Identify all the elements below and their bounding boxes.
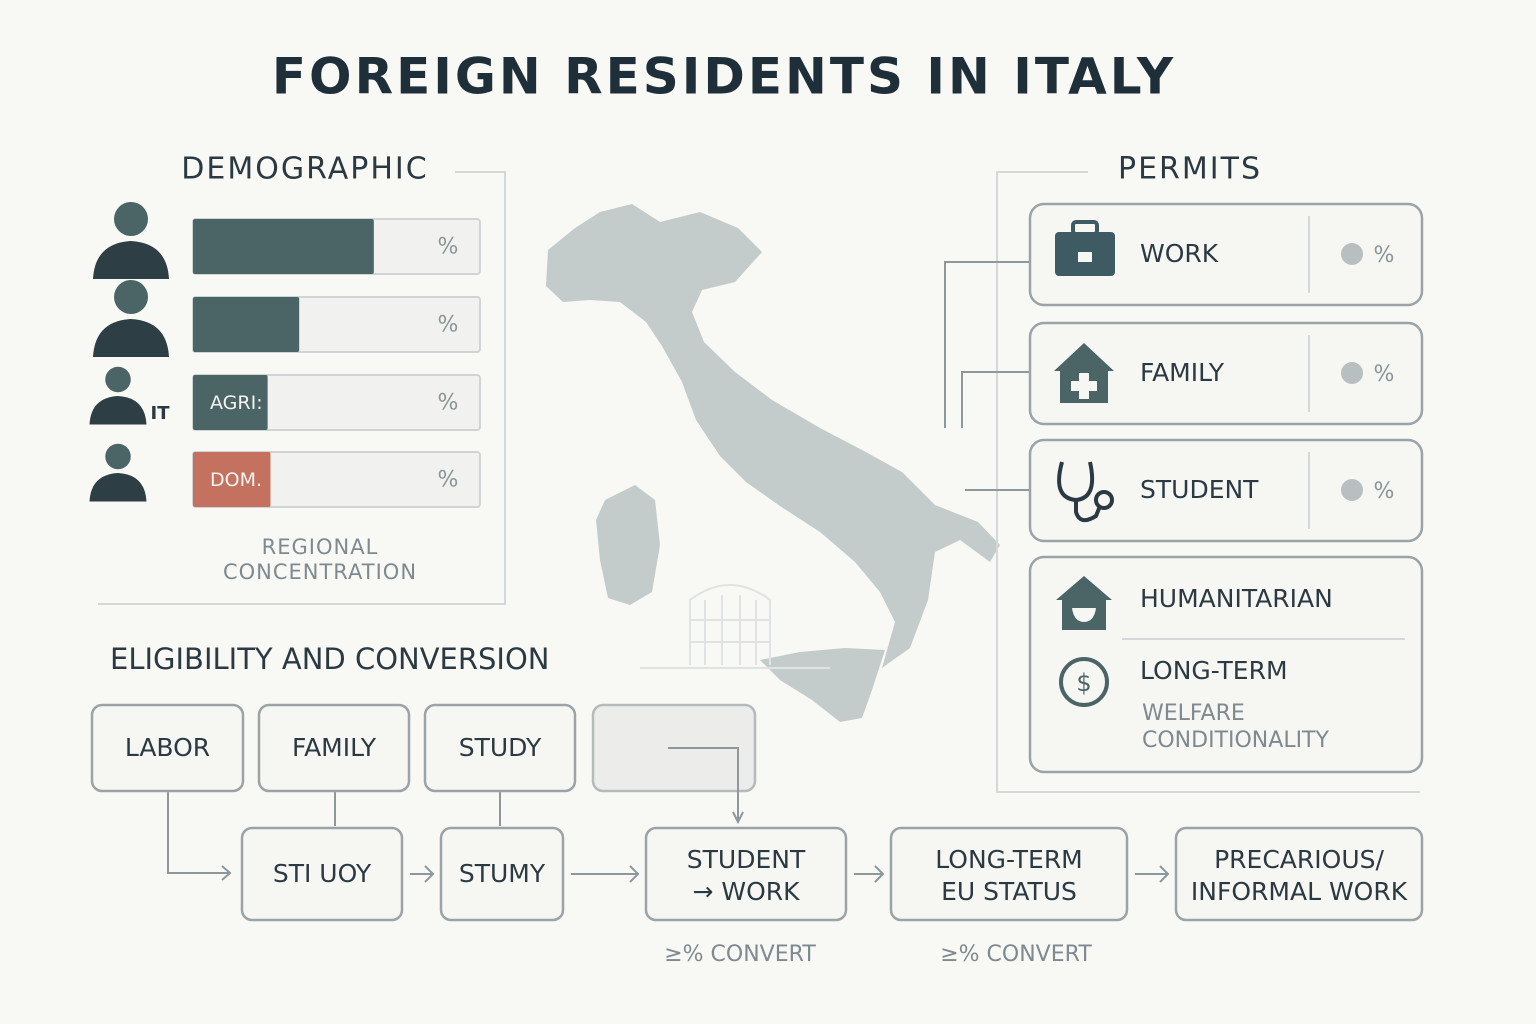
- permit-unit: %: [1374, 479, 1395, 504]
- demographic-frame: [98, 171, 506, 605]
- permit-label: WORK: [1140, 239, 1219, 268]
- permit-box: [1028, 438, 1424, 543]
- flow-label: STUDENT: [687, 845, 806, 874]
- icon-label: IT: [151, 403, 171, 424]
- bar-label: AGRI:: [210, 392, 263, 414]
- person-head: [105, 366, 131, 393]
- flow-label: STUMY: [459, 859, 546, 888]
- person-body: [93, 241, 169, 279]
- flow-arrow: [668, 747, 739, 822]
- permit-dot: [1341, 243, 1363, 265]
- flow-label: FAMILY: [292, 733, 377, 762]
- bar-unit: %: [438, 468, 459, 493]
- permit-dot: [1341, 479, 1363, 501]
- caption: REGIONAL: [262, 535, 379, 559]
- dollar-icon: [1059, 657, 1109, 707]
- bar-unit: %: [438, 313, 459, 338]
- permit-note: WELFARE: [1142, 701, 1245, 726]
- section-title: PERMITS: [1118, 152, 1262, 187]
- humanitarian-icon: [1056, 576, 1112, 630]
- bar: [193, 219, 374, 274]
- flow-box: [644, 826, 848, 922]
- flow-label: EU STATUS: [941, 877, 1077, 906]
- work-icon-clasp: [1078, 252, 1092, 262]
- permit-label: LONG-TERM: [1140, 656, 1288, 685]
- flow-arrow: [1135, 865, 1170, 883]
- family-icon-cross: [1071, 373, 1097, 399]
- permit-note: CONDITIONALITY: [1142, 728, 1329, 753]
- flow-label: PRECARIOUS/: [1214, 845, 1384, 874]
- permit-box: [1028, 202, 1424, 307]
- colosseum-arches: [690, 595, 770, 665]
- permit-dot: [1341, 362, 1363, 384]
- bar-unit: %: [438, 391, 459, 416]
- flow-label: STI UOY: [273, 859, 372, 888]
- flow-arrow: [571, 865, 640, 883]
- permit-box: [1028, 555, 1424, 774]
- permit-unit: %: [1374, 243, 1395, 268]
- flow-arrow: [410, 865, 435, 883]
- flow-box: [240, 826, 404, 922]
- permit-box: [1028, 321, 1424, 426]
- flow-box: [423, 703, 577, 793]
- sardinia: [596, 485, 660, 605]
- flow-arrow: [854, 865, 885, 883]
- flow-box: [257, 703, 411, 793]
- person-head: [114, 280, 148, 314]
- section-title: ELIGIBILITY AND CONVERSION: [110, 642, 550, 676]
- flow-box: [889, 826, 1129, 922]
- flow-note: ≥% CONVERT: [664, 942, 816, 967]
- colosseum: [640, 584, 830, 669]
- person-head: [105, 443, 131, 470]
- permit-unit: %: [1374, 362, 1395, 387]
- caption: CONCENTRATION: [223, 560, 417, 584]
- bar: [193, 452, 271, 507]
- colosseum-outline: [689, 584, 771, 665]
- person-body: [93, 319, 169, 357]
- permit-label: FAMILY: [1140, 358, 1225, 387]
- flow-label: STUDY: [459, 733, 542, 762]
- person-head: [114, 202, 148, 236]
- flow-box: [439, 826, 565, 922]
- permit-label: HUMANITARIAN: [1140, 584, 1333, 613]
- student-icon-bell: [1094, 490, 1114, 510]
- work-icon-handle: [1071, 220, 1099, 236]
- flow-label: → WORK: [692, 877, 800, 906]
- generated: %%% AGRI: IT% DOM. WORK % FAMILY % STUDENT % LABOR…: [89, 202, 1424, 967]
- flow-box: [90, 703, 245, 793]
- bar-label: DOM.: [210, 469, 262, 491]
- permits-frame: [996, 171, 1420, 793]
- flow-label: INFORMAL WORK: [1191, 877, 1408, 906]
- connector: [961, 371, 1030, 428]
- person-body: [89, 473, 147, 502]
- italy-map: [546, 204, 1000, 722]
- flow-note: ≥% CONVERT: [940, 942, 1092, 967]
- dollar-sign: $: [1076, 669, 1091, 697]
- title: FOREIGN RESIDENTS IN ITALY: [272, 48, 1176, 106]
- bar-unit: %: [438, 235, 459, 260]
- connector: [944, 261, 1030, 428]
- section-title: DEMOGRAPHIC: [181, 152, 428, 187]
- bar: [193, 375, 268, 430]
- flow-arrow: [221, 865, 232, 881]
- sicily: [760, 648, 885, 722]
- bar: [193, 297, 300, 352]
- student-icon: [1057, 461, 1102, 523]
- flow-arrow: [732, 811, 744, 825]
- permit-label: STUDENT: [1140, 475, 1259, 504]
- flow-label: LABOR: [125, 733, 210, 762]
- peninsula: [546, 204, 1000, 668]
- humanitarian-icon-detail: [1072, 608, 1096, 622]
- flow-box: [1174, 826, 1424, 922]
- flow-arrow: [167, 791, 230, 874]
- person-body: [89, 396, 147, 425]
- flow-label: LONG-TERM: [935, 845, 1083, 874]
